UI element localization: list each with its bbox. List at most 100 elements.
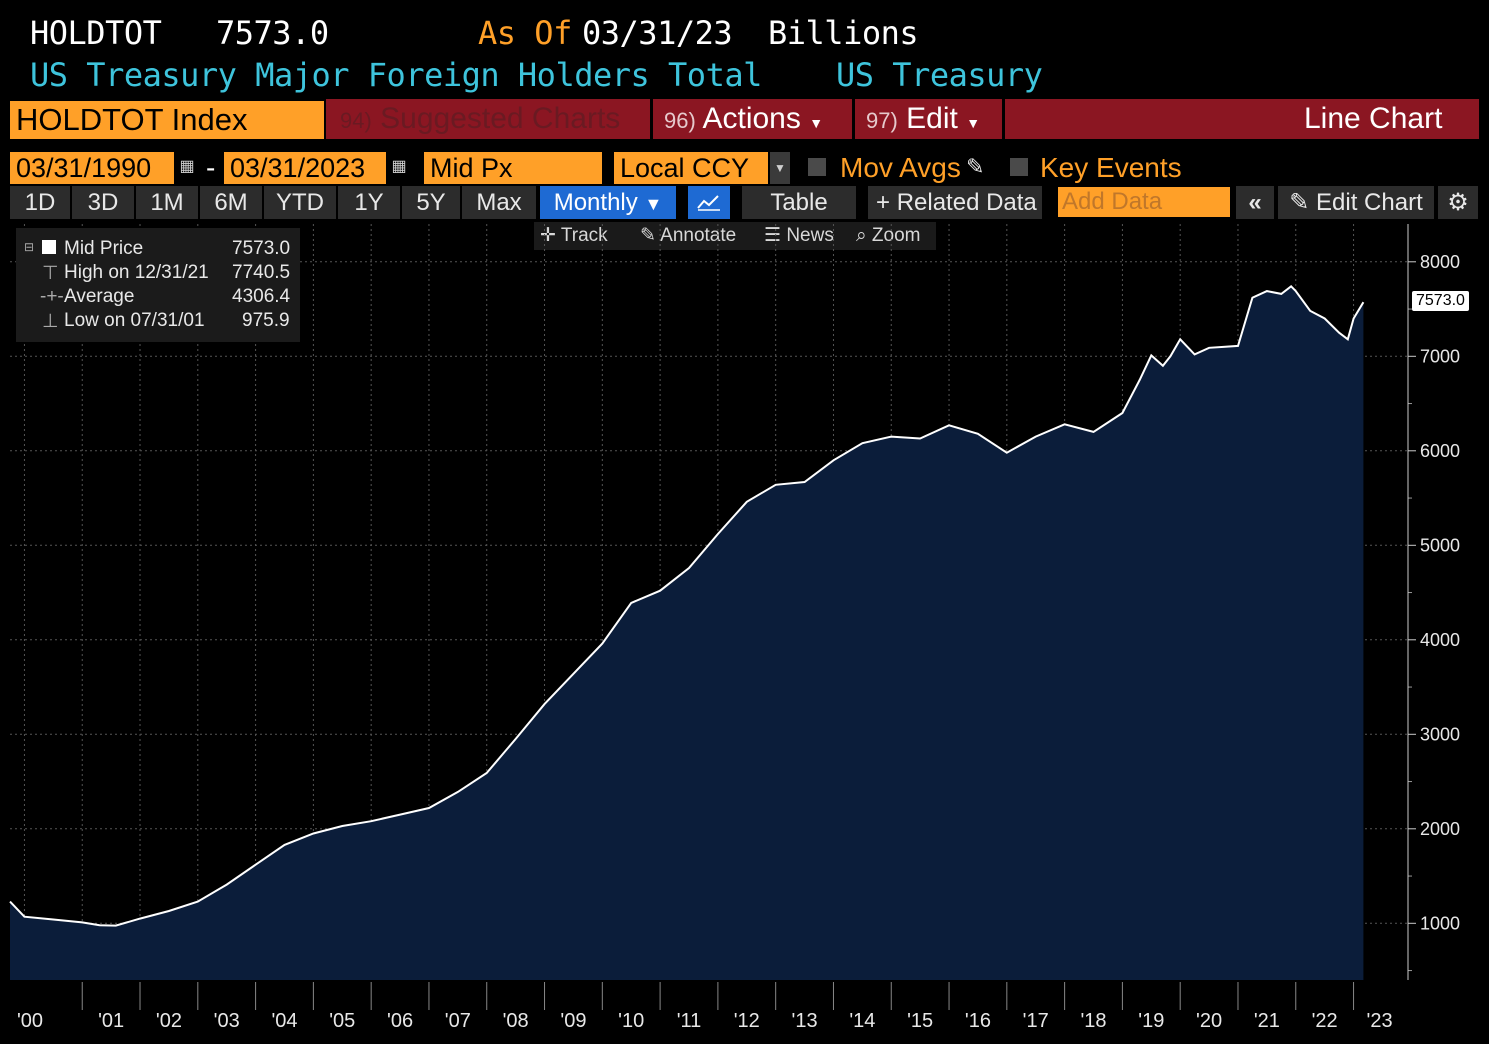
line-chart-icon[interactable] bbox=[688, 186, 730, 219]
gear-icon[interactable]: ⚙ bbox=[1438, 186, 1478, 219]
actions-label: Actions bbox=[702, 102, 801, 135]
calendar-icon[interactable]: ▦ bbox=[391, 158, 407, 175]
range-3d[interactable]: 3D bbox=[72, 186, 134, 219]
range-ytd[interactable]: YTD bbox=[264, 186, 336, 219]
command-bar bbox=[326, 99, 1479, 139]
x-tick-label: '16 bbox=[965, 1010, 991, 1032]
plus-icon: + bbox=[876, 189, 891, 216]
add-data-input[interactable]: Add Data bbox=[1058, 187, 1230, 217]
x-axis: '00 '01 '02 '03 '04 '05 '06 '07 '08 '09 '10 '11 '12 '… bbox=[17, 982, 1393, 1032]
related-data-button[interactable]: + Related Data bbox=[868, 186, 1042, 219]
x-tick-label: '06 bbox=[387, 1010, 413, 1032]
legend-low-label: Low on 07/31/01 bbox=[64, 310, 205, 331]
range-1m[interactable]: 1M bbox=[136, 186, 198, 219]
security-description: US Treasury Major Foreign Holders Total bbox=[30, 56, 762, 94]
divider bbox=[650, 99, 653, 139]
x-tick-label: '22 bbox=[1312, 1010, 1338, 1032]
mov-avgs-checkbox[interactable] bbox=[808, 158, 826, 176]
table-button[interactable]: Table bbox=[742, 186, 856, 219]
frequency-label: Monthly bbox=[553, 189, 638, 216]
legend-average-value: 4306.4 bbox=[232, 286, 291, 307]
start-date-input[interactable]: 03/31/1990 bbox=[10, 152, 174, 184]
ticker-code: HOLDTOT bbox=[30, 14, 162, 52]
legend-high-label: High on 12/31/21 bbox=[64, 262, 209, 283]
field-select[interactable]: Mid Px bbox=[424, 152, 602, 184]
as-of-date: 03/31/23 bbox=[582, 14, 733, 52]
track-label: Track bbox=[560, 225, 608, 246]
track-tool[interactable]: ✛ Track bbox=[540, 222, 608, 250]
legend-series-value: 7573.0 bbox=[232, 238, 291, 259]
x-tick-label: '17 bbox=[1023, 1010, 1049, 1032]
x-tick-label: '09 bbox=[560, 1010, 586, 1032]
pencil-icon: ✎ bbox=[640, 225, 656, 246]
range-1d[interactable]: 1D bbox=[10, 186, 70, 219]
key-events-checkbox[interactable] bbox=[1010, 158, 1028, 176]
x-tick-label: '04 bbox=[271, 1010, 297, 1032]
y-tick-label: 6000 bbox=[1420, 441, 1460, 461]
suggested-num: 94) bbox=[340, 108, 372, 133]
high-icon: ⊤ bbox=[42, 263, 59, 284]
edit-label: Edit bbox=[906, 102, 958, 135]
range-max[interactable]: Max bbox=[462, 186, 536, 219]
x-tick-label: '03 bbox=[214, 1010, 240, 1032]
y-tick-label: 8000 bbox=[1420, 252, 1460, 272]
x-tick-label: '02 bbox=[156, 1010, 182, 1032]
legend-panel bbox=[16, 228, 300, 342]
y-tick-label: 4000 bbox=[1420, 630, 1460, 650]
x-tick-label: '18 bbox=[1080, 1010, 1106, 1032]
suggested-label: Suggested Charts bbox=[380, 102, 621, 135]
pencil-icon: ✎ bbox=[1289, 189, 1310, 216]
range-6m[interactable]: 6M bbox=[200, 186, 262, 219]
date-dash: - bbox=[206, 152, 216, 183]
security-input[interactable]: HOLDTOT Index bbox=[10, 101, 324, 139]
suggested-charts-button[interactable]: 94) Suggested Charts bbox=[340, 99, 620, 139]
range-5y[interactable]: 5Y bbox=[402, 186, 460, 219]
legend-low-value: 975.9 bbox=[242, 310, 290, 331]
y-tick-label: 2000 bbox=[1420, 819, 1460, 839]
x-tick-label: '13 bbox=[792, 1010, 818, 1032]
x-tick-label: '05 bbox=[329, 1010, 355, 1032]
source-label: US Treasury bbox=[836, 56, 1043, 94]
actions-num: 96) bbox=[664, 108, 696, 133]
chevron-down-icon: ▼ bbox=[644, 194, 663, 214]
actions-menu[interactable]: 96) Actions ▼ bbox=[664, 99, 823, 139]
x-tick-label: '01 bbox=[98, 1010, 124, 1032]
legend-series-label: Mid Price bbox=[64, 238, 144, 259]
x-tick-label: '20 bbox=[1196, 1010, 1222, 1032]
units-label: Billions bbox=[768, 14, 919, 52]
zoom-tool[interactable]: ⌕ Zoom bbox=[856, 222, 921, 250]
collapse-icon[interactable]: « bbox=[1236, 186, 1274, 219]
last-value: 7573.0 bbox=[216, 14, 329, 52]
key-events-label: Key Events bbox=[1040, 152, 1182, 183]
legend-high-value: 7740.5 bbox=[232, 262, 291, 283]
chart-type-label[interactable]: Line Chart bbox=[1304, 102, 1443, 135]
series-line bbox=[9, 284, 1365, 927]
annotate-label: Annotate bbox=[660, 225, 737, 246]
annotate-tool[interactable]: ✎ Annotate bbox=[640, 222, 737, 250]
related-data-label: Related Data bbox=[896, 189, 1037, 216]
x-tick-label: '19 bbox=[1138, 1010, 1164, 1032]
x-tick-label: '15 bbox=[907, 1010, 933, 1032]
pencil-icon[interactable]: ✎ bbox=[966, 154, 985, 179]
x-tick-label: '14 bbox=[849, 1010, 875, 1032]
magnifier-icon: ⌕ bbox=[856, 225, 867, 246]
calendar-icon[interactable]: ▦ bbox=[179, 158, 195, 175]
zoom-label: Zoom bbox=[871, 225, 921, 246]
edit-chart-label: Edit Chart bbox=[1316, 189, 1423, 216]
edit-menu[interactable]: 97) Edit ▼ bbox=[866, 99, 980, 139]
range-1y[interactable]: 1Y bbox=[338, 186, 400, 219]
x-tick-label: '08 bbox=[503, 1010, 529, 1032]
edit-chart-button[interactable]: ✎ Edit Chart bbox=[1278, 186, 1434, 219]
low-icon: ⊥ bbox=[42, 311, 59, 332]
y-tick-label: 1000 bbox=[1420, 913, 1460, 933]
y-tick-label: 5000 bbox=[1420, 535, 1460, 555]
y-axis: 1000 2000 3000 4000 5000 6000 7000 8000 bbox=[1407, 224, 1460, 980]
end-date-input[interactable]: 03/31/2023 bbox=[224, 152, 386, 184]
collapse-legend-icon[interactable]: ⊟ bbox=[24, 240, 35, 254]
chevron-down-icon: ▼ bbox=[966, 115, 981, 131]
frequency-select[interactable]: Monthly ▼ bbox=[540, 186, 676, 219]
chevron-down-icon[interactable]: ▼ bbox=[770, 152, 790, 184]
currency-select[interactable]: Local CCY bbox=[614, 152, 768, 184]
x-tick-label: '21 bbox=[1254, 1010, 1280, 1032]
